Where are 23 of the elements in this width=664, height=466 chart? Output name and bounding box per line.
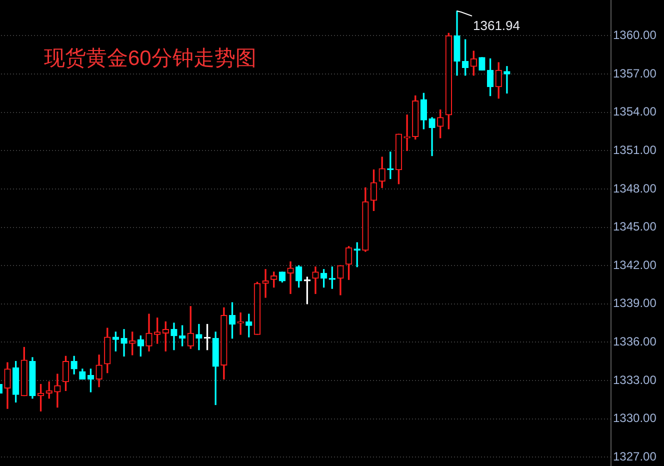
- candlestick: [54, 374, 61, 408]
- y-tick-label: 1357.00: [613, 66, 657, 80]
- y-tick-label: 1351.00: [613, 142, 657, 157]
- candlestick: [262, 269, 269, 298]
- y-tick-label: 1348.00: [613, 181, 657, 196]
- candlestick: [170, 322, 178, 350]
- candlestick: [312, 266, 319, 294]
- candlestick: [428, 117, 436, 156]
- y-tick-label: 1327.00: [613, 449, 657, 464]
- y-tick-label: 1339.00: [613, 296, 657, 310]
- text: 现货黄金60分钟走势图: [44, 46, 256, 72]
- candlestick: [196, 324, 202, 350]
- y-tick-label: 1330.00: [613, 411, 657, 426]
- candlestick: [120, 329, 128, 357]
- y-tick-label: 1354.00: [613, 104, 657, 119]
- candlestick: [504, 66, 510, 94]
- y-tick-label: 1336.00: [613, 334, 657, 348]
- candlestick: [287, 261, 294, 294]
- y-tick-label: 1333.00: [613, 372, 657, 387]
- y-tick-label: 1342.00: [613, 258, 657, 272]
- y-tick-label: 1360.00: [613, 28, 657, 42]
- y-tick-label: 1345.00: [613, 220, 657, 234]
- annotation: 1361.94: [473, 18, 520, 33]
